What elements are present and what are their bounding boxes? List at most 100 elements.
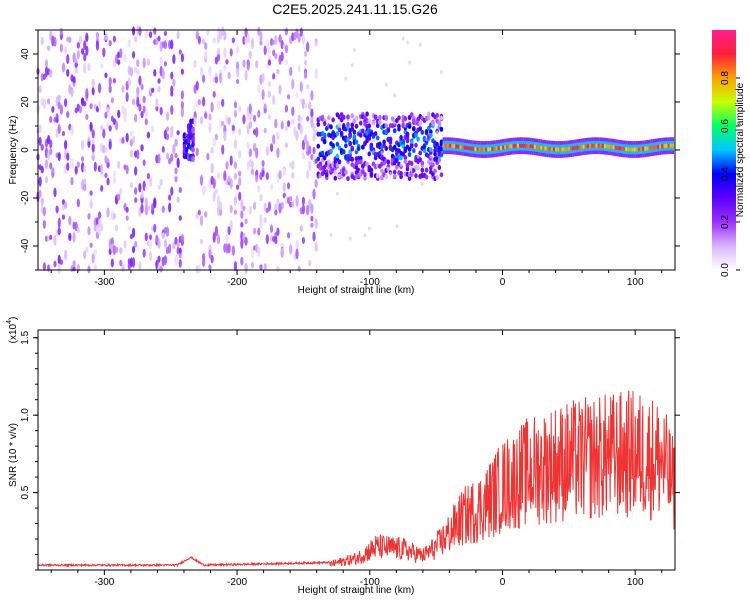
spectrogram-cell bbox=[178, 215, 182, 221]
spectrogram-cell bbox=[392, 169, 397, 175]
spectrogram-cell bbox=[451, 143, 454, 148]
spectrogram-cell bbox=[227, 226, 231, 235]
spectrogram-cell bbox=[172, 54, 176, 65]
spectrogram-cell bbox=[72, 52, 76, 63]
spectrogram-cell bbox=[144, 28, 148, 39]
spectrogram-cell bbox=[282, 192, 286, 199]
spectrogram-cell bbox=[240, 221, 244, 228]
spectrogram-cell bbox=[117, 193, 121, 201]
spectrogram-cell bbox=[257, 227, 261, 236]
spectrogram-cell bbox=[95, 31, 100, 39]
spectrogram-cell bbox=[344, 76, 348, 81]
spectrogram-cells bbox=[36, 25, 675, 275]
spectrogram-cell bbox=[435, 141, 439, 147]
spectrogram-cell bbox=[318, 161, 323, 167]
spectrogram-cell bbox=[72, 76, 76, 84]
spectrogram-cell bbox=[202, 38, 206, 45]
spectrogram-cell bbox=[42, 98, 46, 109]
spectrogram-cell bbox=[78, 105, 83, 114]
spectrogram-cell bbox=[89, 242, 93, 248]
spectrogram-cell bbox=[83, 178, 87, 187]
spectrogram-cell bbox=[267, 201, 272, 212]
spectrogram-cell bbox=[55, 205, 59, 214]
spectrogram-cell bbox=[170, 85, 174, 94]
spectrogram-cell bbox=[401, 151, 406, 157]
spectrogram-cell bbox=[219, 118, 223, 130]
spectrogram-cell bbox=[165, 133, 170, 141]
spectrogram-cell bbox=[89, 103, 93, 110]
spectrogram-cell bbox=[306, 84, 310, 90]
spectrogram-cell bbox=[125, 164, 129, 175]
spectrogram-cell bbox=[650, 145, 653, 150]
spectrogram-cell bbox=[129, 130, 134, 137]
spectrogram-cell bbox=[223, 30, 227, 41]
spectrogram-cell bbox=[210, 254, 214, 264]
spectrogram-cell bbox=[163, 61, 167, 67]
spectrogram-cell bbox=[64, 45, 68, 55]
spectrogram-cell bbox=[429, 147, 433, 153]
spectrogram-cell bbox=[606, 144, 609, 149]
spectrogram-cell bbox=[119, 188, 123, 195]
spectrogram-cell bbox=[195, 80, 199, 91]
spectrogram-cell bbox=[337, 127, 342, 133]
spectrogram-cell bbox=[295, 239, 299, 250]
spectrogram-cell bbox=[278, 34, 282, 44]
spectrogram-cell bbox=[392, 128, 397, 134]
spectrogram-cell bbox=[431, 162, 435, 168]
spectrogram-cell bbox=[178, 186, 182, 193]
spectrogram-cell bbox=[373, 131, 378, 137]
snr-y-tick-label: 1.5 bbox=[20, 330, 31, 344]
spectrogram-cell bbox=[208, 122, 212, 134]
spectrogram-cell bbox=[667, 143, 670, 148]
spectrogram-cell bbox=[352, 134, 357, 140]
spectrogram-cell bbox=[426, 125, 431, 131]
spectrogram-cell bbox=[163, 255, 167, 265]
spectrogram-cell bbox=[306, 206, 310, 215]
spectrogram-cell bbox=[144, 108, 148, 118]
spectrogram-cell bbox=[191, 141, 195, 148]
spectrogram-cell bbox=[153, 223, 157, 233]
spectrogram-cell bbox=[172, 144, 176, 155]
spectrogram-cell bbox=[163, 40, 167, 50]
spectrogram-cell bbox=[180, 53, 184, 63]
spectrogram-cell bbox=[238, 176, 242, 187]
spectrogram-cell bbox=[76, 41, 80, 49]
spectrogram-cell bbox=[64, 139, 68, 150]
spectrogram-cell bbox=[204, 42, 208, 51]
spectrogram-cell bbox=[433, 151, 437, 157]
spectrogram-cell bbox=[229, 204, 233, 214]
spectrogram-cell bbox=[523, 143, 526, 148]
spectrogram-cell bbox=[157, 78, 161, 84]
spectrogram-cell bbox=[335, 162, 340, 168]
spectrogram-cell bbox=[276, 227, 280, 236]
spectrogram-cell bbox=[97, 82, 102, 94]
spectrogram-cell bbox=[40, 144, 44, 151]
spectrogram-cell bbox=[229, 155, 233, 166]
spectrogram-cell bbox=[108, 77, 112, 86]
spectrogram-cell bbox=[191, 146, 195, 153]
spectrogram-cell bbox=[146, 172, 151, 180]
spectrogram-cell bbox=[212, 231, 216, 243]
spectrogram-cell bbox=[597, 143, 600, 148]
spectrogram-cell bbox=[119, 259, 123, 267]
spectrogram-cell bbox=[422, 143, 427, 149]
spectrogram-cell bbox=[399, 134, 403, 140]
spectrogram-cell bbox=[499, 145, 503, 150]
spectrogram-cell bbox=[280, 201, 284, 210]
spectrogram-cell bbox=[437, 157, 442, 163]
spectrogram-cell bbox=[297, 64, 301, 73]
spectrogram-cell bbox=[244, 69, 248, 81]
spectrogram-cell bbox=[314, 218, 318, 229]
spectrogram-cell bbox=[286, 120, 291, 127]
spectrogram-cell bbox=[348, 133, 352, 139]
spectrogram-cell bbox=[535, 145, 539, 150]
spectrogram-cell bbox=[312, 123, 316, 133]
spectrogram-cell bbox=[420, 167, 425, 173]
spectrogram-cell bbox=[195, 147, 199, 157]
spectrogram-cell bbox=[178, 247, 182, 254]
spectrogram-cell bbox=[59, 259, 63, 266]
spectrogram-cell bbox=[378, 119, 382, 125]
spectrogram-cell bbox=[136, 149, 140, 160]
spectrogram-cell bbox=[199, 238, 204, 245]
spectrogram-cell bbox=[91, 253, 95, 264]
